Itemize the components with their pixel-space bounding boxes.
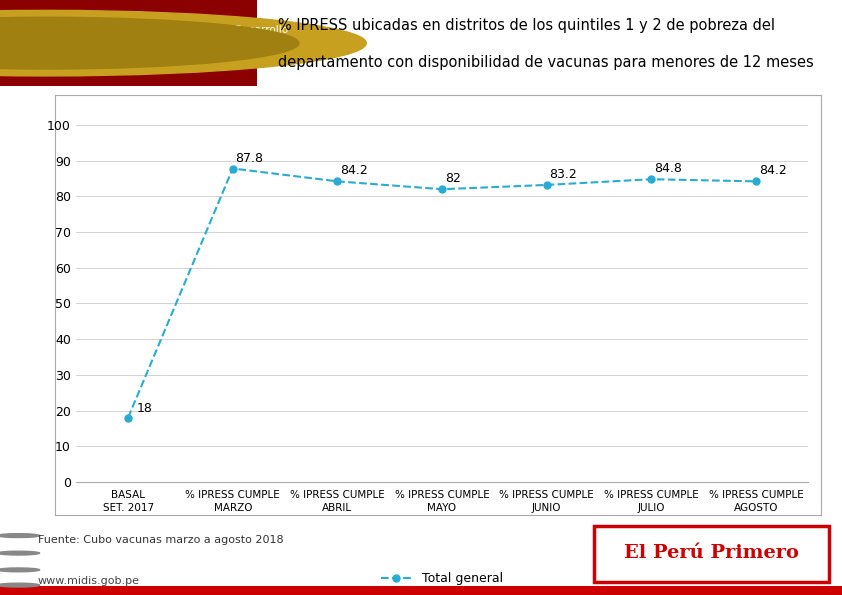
Text: e Inclusión Social: e Inclusión Social <box>164 48 254 58</box>
Text: 84.2: 84.2 <box>340 164 368 177</box>
Text: 87.8: 87.8 <box>236 152 264 165</box>
Circle shape <box>0 10 366 76</box>
Text: Ministerio de Desarrollo: Ministerio de Desarrollo <box>164 25 288 35</box>
Text: departamento con disponibilidad de vacunas para menores de 12 meses: departamento con disponibilidad de vacun… <box>278 55 813 70</box>
Text: % IPRESS ubicadas en distritos de los quintiles 1 y 2 de pobreza del: % IPRESS ubicadas en distritos de los qu… <box>278 18 775 33</box>
Bar <box>0 586 842 595</box>
Circle shape <box>0 17 299 69</box>
Text: www.midis.gob.pe: www.midis.gob.pe <box>38 577 140 586</box>
Bar <box>0 0 257 86</box>
Text: 18: 18 <box>136 402 152 415</box>
Text: 83.2: 83.2 <box>550 168 578 181</box>
Text: Fuente: Cubo vacunas marzo a agosto 2018: Fuente: Cubo vacunas marzo a agosto 2018 <box>38 535 284 545</box>
Circle shape <box>0 583 40 587</box>
Circle shape <box>0 534 40 537</box>
Text: 84.2: 84.2 <box>759 164 786 177</box>
Text: PERÚ: PERÚ <box>114 30 168 48</box>
Circle shape <box>0 568 40 572</box>
Text: El Perú Primero: El Perú Primero <box>624 544 799 562</box>
FancyBboxPatch shape <box>594 526 829 582</box>
Text: 84.8: 84.8 <box>654 162 682 176</box>
Text: 82: 82 <box>445 173 461 185</box>
Legend: Total general: Total general <box>376 567 509 590</box>
Circle shape <box>0 551 40 555</box>
